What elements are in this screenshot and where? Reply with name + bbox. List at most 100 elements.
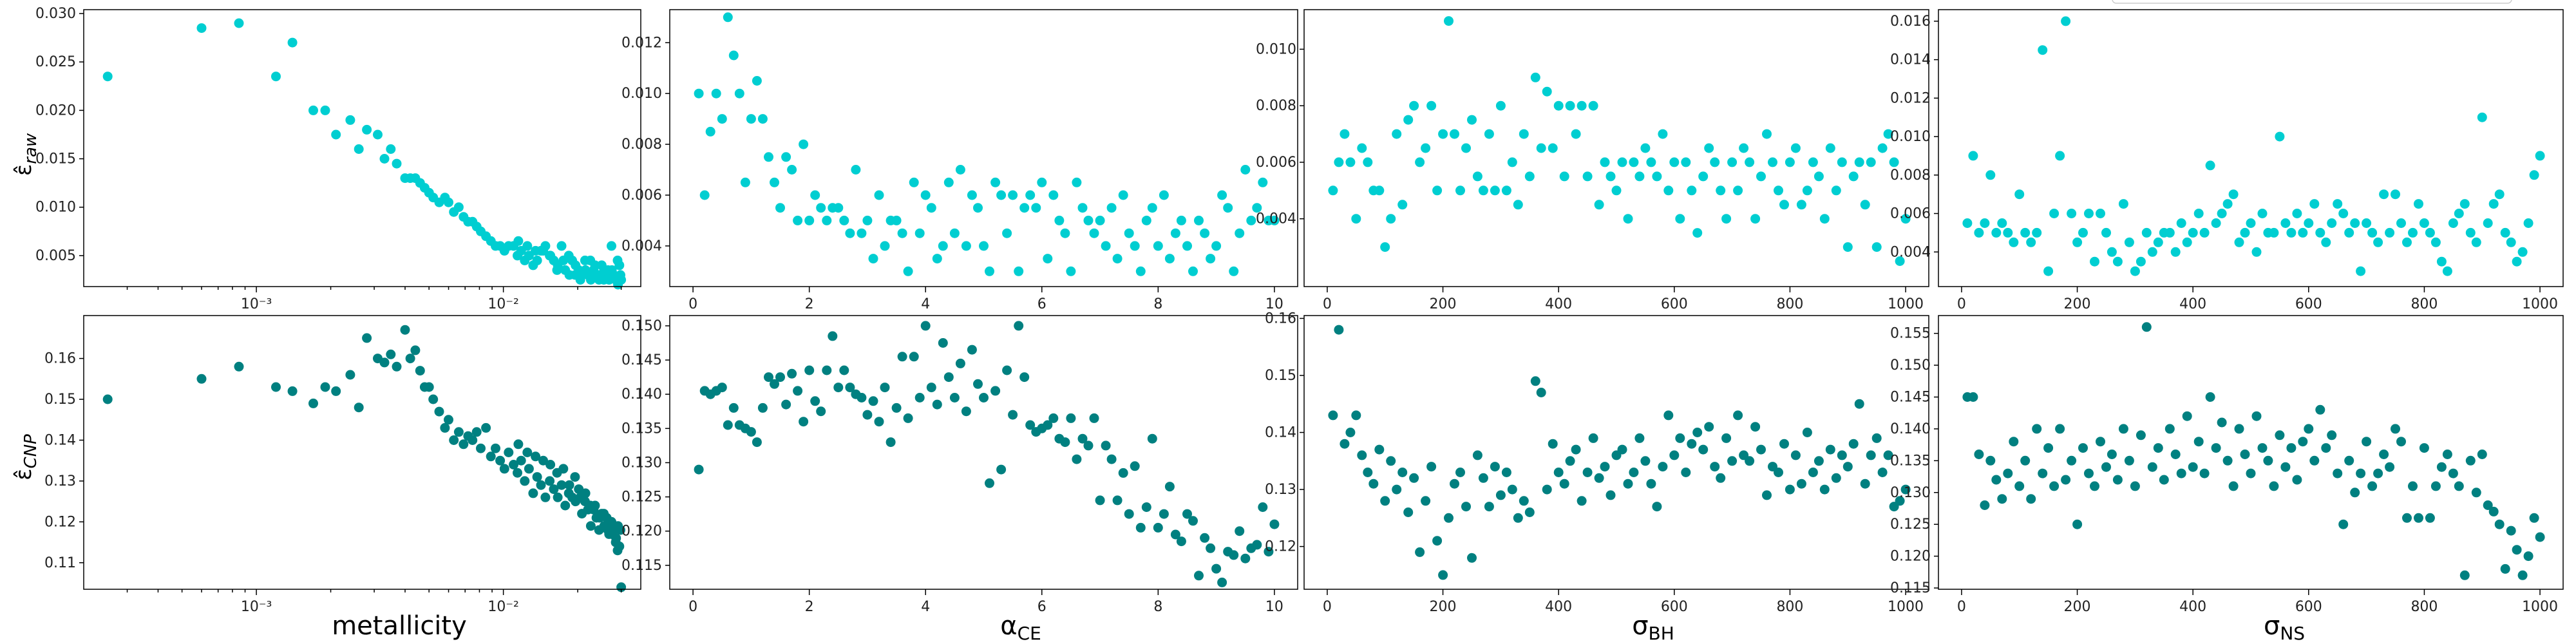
data-point — [897, 228, 907, 238]
data-point — [1118, 190, 1128, 200]
data-point — [897, 352, 907, 362]
data-point — [2385, 462, 2395, 472]
data-point — [1542, 86, 1552, 97]
x-tick-label: 600 — [2295, 296, 2322, 312]
y-tick-label: 0.020 — [35, 102, 76, 118]
data-point — [1357, 143, 1367, 153]
data-point — [1345, 428, 1356, 437]
data-point — [392, 361, 402, 372]
data-point — [2286, 227, 2297, 238]
data-point — [331, 129, 341, 140]
data-point — [287, 386, 298, 396]
data-point — [2217, 209, 2227, 218]
data-point — [2396, 218, 2406, 228]
col-title-alpha-ce-sub: CE — [1018, 623, 1041, 644]
data-point — [1745, 456, 1755, 466]
data-point — [444, 415, 453, 425]
data-point — [2356, 468, 2366, 478]
data-point — [804, 215, 815, 225]
data-point — [891, 402, 902, 413]
data-point — [1831, 185, 1841, 196]
data-point — [1217, 577, 1227, 587]
data-point — [1629, 468, 1639, 477]
data-point — [1211, 564, 1222, 574]
data-point — [1357, 450, 1367, 460]
x-tick-label: 10⁻² — [488, 296, 518, 312]
data-point — [1802, 428, 1812, 437]
data-point — [764, 152, 773, 162]
data-point — [1727, 456, 1738, 466]
data-point — [1802, 185, 1812, 196]
data-point — [611, 537, 621, 547]
y-tick-label: 0.13 — [1265, 482, 1296, 498]
data-point — [1072, 454, 1082, 464]
data-point — [775, 203, 785, 213]
data-point — [2459, 199, 2470, 209]
y-tick-label: 0.135 — [1890, 453, 1931, 469]
data-point — [955, 165, 965, 175]
data-point — [2193, 209, 2204, 218]
data-point — [833, 383, 844, 393]
row-label-cnp: ε̂CNP — [11, 434, 41, 480]
data-point — [1461, 143, 1471, 153]
data-point — [1031, 203, 1041, 213]
data-point — [938, 241, 948, 251]
data-point — [509, 460, 518, 469]
data-point — [1229, 550, 1239, 560]
data-point — [746, 427, 756, 437]
data-point — [524, 464, 534, 474]
y-tick-label: 0.015 — [35, 151, 76, 167]
points-r0c3 — [1962, 16, 2545, 276]
data-point — [1252, 203, 1262, 213]
data-point — [914, 228, 925, 238]
data-point — [2373, 468, 2383, 478]
data-point — [1269, 215, 1280, 225]
data-point — [839, 215, 849, 225]
data-point — [564, 480, 574, 490]
data-point — [1974, 450, 1984, 459]
data-point — [1768, 157, 1777, 167]
data-point — [1206, 254, 1216, 264]
data-point — [2061, 16, 2071, 26]
data-point — [985, 478, 994, 488]
data-point — [1629, 157, 1639, 167]
data-point — [1159, 190, 1169, 200]
data-point — [2234, 237, 2244, 247]
data-point — [1340, 439, 1350, 449]
data-point — [2315, 404, 2325, 415]
y-tick-label: 0.145 — [1890, 390, 1931, 406]
data-point — [961, 241, 971, 251]
data-point — [2205, 392, 2215, 402]
data-point — [2367, 481, 2378, 491]
data-point — [938, 338, 948, 348]
y-tick-label: 0.006 — [1890, 206, 1931, 222]
data-point — [943, 372, 954, 383]
data-point — [1147, 433, 1157, 444]
data-point — [2055, 424, 2065, 434]
data-point — [752, 437, 762, 448]
data-point — [287, 37, 298, 48]
data-point — [2112, 475, 2123, 485]
data-point — [1808, 468, 1818, 477]
data-point — [694, 464, 704, 475]
data-point — [1345, 157, 1356, 167]
data-point — [1083, 440, 1094, 451]
data-point — [1704, 422, 1714, 432]
data-point — [1008, 190, 1018, 200]
row-label-cnp-main: ε̂ — [11, 468, 37, 480]
data-point — [996, 190, 1007, 200]
x-tick-label: 200 — [2064, 599, 2091, 615]
data-point — [874, 417, 884, 427]
data-point — [449, 435, 459, 445]
data-point — [2494, 189, 2505, 200]
data-point — [308, 105, 318, 115]
data-point — [2280, 218, 2291, 228]
data-point — [757, 114, 768, 124]
x-tick-label: 0 — [688, 599, 697, 615]
data-point — [2222, 199, 2233, 209]
y-tick-label: 0.004 — [621, 238, 662, 254]
data-point — [560, 500, 571, 511]
data-point — [2379, 189, 2389, 200]
x-tick-label: 10⁻³ — [241, 599, 272, 615]
points-r0c1 — [694, 12, 1280, 276]
